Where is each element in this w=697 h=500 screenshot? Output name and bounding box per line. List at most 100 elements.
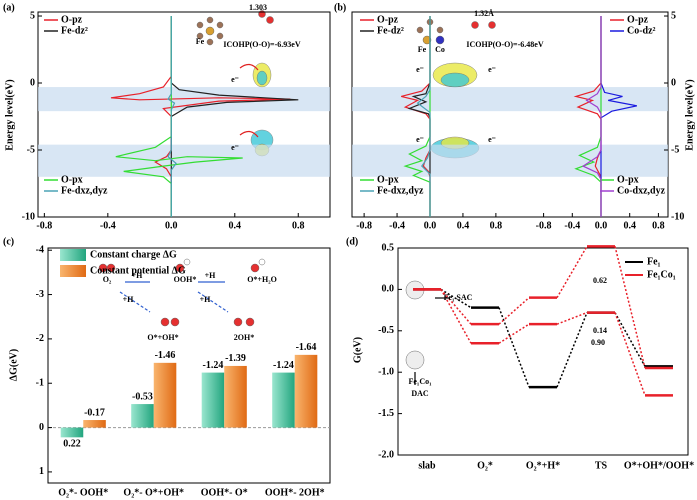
y-tick-label: 0.5 bbox=[382, 242, 395, 253]
panel-label: (c) bbox=[3, 236, 14, 247]
annotation: 2OH* bbox=[234, 333, 254, 342]
x-tick-label: O₂* bbox=[477, 460, 493, 471]
legend-swatch bbox=[60, 249, 86, 261]
annotation: e⁻ bbox=[416, 135, 424, 144]
plot-frame bbox=[37, 11, 331, 218]
y-tick-label: -0.5 bbox=[378, 325, 394, 336]
value-label: -0.53 bbox=[132, 391, 153, 402]
value-label: -1.24 bbox=[273, 360, 294, 371]
annotation: 1.32Å bbox=[474, 9, 494, 18]
legend-label: Fe₁Co₁ bbox=[647, 269, 676, 280]
x-tick-label: -0.4 bbox=[564, 220, 580, 231]
x-tick-label: 0.8 bbox=[292, 220, 305, 231]
dos-line bbox=[401, 16, 431, 217]
annotation: ICOHP(O-O)=-6.93eV bbox=[223, 40, 300, 49]
annotation: O₂ bbox=[103, 275, 112, 284]
annotation: e⁻ bbox=[231, 143, 239, 152]
annotation: 0.62 bbox=[593, 276, 607, 285]
legend-label: Fe₁ bbox=[647, 256, 661, 267]
energy-band bbox=[352, 87, 668, 112]
value-label: -1.39 bbox=[225, 353, 246, 364]
legend-label: O-pz bbox=[61, 14, 83, 25]
x-tick-label: 0.8 bbox=[490, 220, 503, 231]
dos-line bbox=[403, 16, 431, 217]
x-tick-label: O*+OH*/OOH* bbox=[624, 460, 694, 471]
annotation: e⁻ bbox=[488, 65, 496, 74]
dos-line bbox=[600, 16, 638, 217]
panel-label: (d) bbox=[346, 236, 358, 247]
dos-line bbox=[416, 16, 431, 217]
bar bbox=[224, 365, 247, 428]
legend-label: O-pz bbox=[627, 14, 649, 25]
x-tick-label: 0.4 bbox=[457, 220, 470, 231]
dos-line bbox=[115, 16, 243, 217]
connector bbox=[440, 288, 472, 309]
legend-label: Co-dxz,dyz bbox=[617, 185, 666, 196]
y-axis-label: G(eV) bbox=[352, 337, 363, 363]
energy-band bbox=[352, 144, 668, 177]
connector bbox=[556, 245, 588, 299]
annotation: +H bbox=[123, 295, 135, 304]
y-tick-label: -1.0 bbox=[378, 366, 394, 377]
x-tick-label: O₂*- O*+OH* bbox=[123, 487, 184, 498]
bar bbox=[272, 372, 295, 428]
connector bbox=[614, 312, 646, 396]
y-tick-label: 0 bbox=[39, 422, 44, 433]
annotation: Fe₁ SAC bbox=[444, 293, 473, 302]
dos-line bbox=[110, 16, 291, 217]
legend-label: O-px bbox=[377, 174, 399, 185]
y-tick-label: 0 bbox=[671, 77, 676, 88]
arrows bbox=[119, 63, 450, 385]
value-label: -0.17 bbox=[84, 407, 105, 418]
x-tick-label: 0.4 bbox=[229, 220, 242, 231]
value-label: -1.46 bbox=[155, 350, 176, 361]
y-tick-label: -2 bbox=[36, 333, 44, 344]
dos-line bbox=[170, 16, 299, 217]
panel-label: (b) bbox=[334, 2, 346, 13]
plot-frame bbox=[351, 11, 669, 218]
annotation: Co bbox=[435, 45, 445, 54]
annotation: Fe₁Co₁ bbox=[408, 377, 432, 386]
annotation: Fe bbox=[196, 37, 205, 46]
y-tick-label: -3 bbox=[36, 289, 44, 300]
annotation: Fe bbox=[418, 45, 427, 54]
legend-label: O-px bbox=[61, 174, 83, 185]
annotation: 0.90 bbox=[591, 338, 605, 347]
x-tick-label: -0.4 bbox=[389, 220, 405, 231]
y-tick-label: 5 bbox=[671, 10, 676, 21]
connector bbox=[556, 311, 588, 325]
plot-frame bbox=[397, 247, 689, 456]
x-tick-label: 0.0 bbox=[595, 220, 608, 231]
bar bbox=[83, 420, 106, 428]
legend-label: Co-dz² bbox=[627, 25, 656, 36]
bar bbox=[153, 362, 177, 428]
dos-line bbox=[573, 16, 602, 217]
x-tick-label: 0.8 bbox=[652, 220, 665, 231]
connector bbox=[614, 246, 646, 369]
value-label: -1.64 bbox=[296, 342, 317, 353]
y-axis-label: Energy level(eV) bbox=[684, 79, 695, 150]
x-tick-label: O₂*+H* bbox=[526, 460, 560, 471]
y-tick-label: -1.5 bbox=[378, 408, 394, 419]
legend-label: Fe-dxz,dyz bbox=[377, 185, 424, 196]
legend-label: Fe-dxz,dyz bbox=[61, 185, 108, 196]
y-tick-label: 1 bbox=[39, 466, 44, 477]
annotation: +H bbox=[205, 271, 217, 280]
connector bbox=[614, 312, 646, 367]
y-axis-label: Energy level(eV) bbox=[4, 79, 15, 150]
y-tick-label: -4 bbox=[36, 245, 44, 256]
panel-label: (a) bbox=[3, 2, 15, 13]
annotation: 1.303 bbox=[249, 3, 267, 12]
x-tick-label: -0.4 bbox=[100, 220, 116, 231]
annotation: e⁻ bbox=[231, 75, 239, 84]
decor bbox=[98, 10, 496, 370]
dos-line bbox=[574, 16, 602, 217]
annotation: +H bbox=[132, 271, 144, 280]
x-tick-label: -0.8 bbox=[356, 220, 372, 231]
bar bbox=[131, 404, 154, 428]
value-label: -1.24 bbox=[203, 360, 224, 371]
y-tick-label: -5 bbox=[27, 144, 35, 155]
annotation: e⁻ bbox=[488, 135, 496, 144]
y-tick-label: 5 bbox=[30, 10, 35, 21]
connector bbox=[498, 297, 530, 325]
